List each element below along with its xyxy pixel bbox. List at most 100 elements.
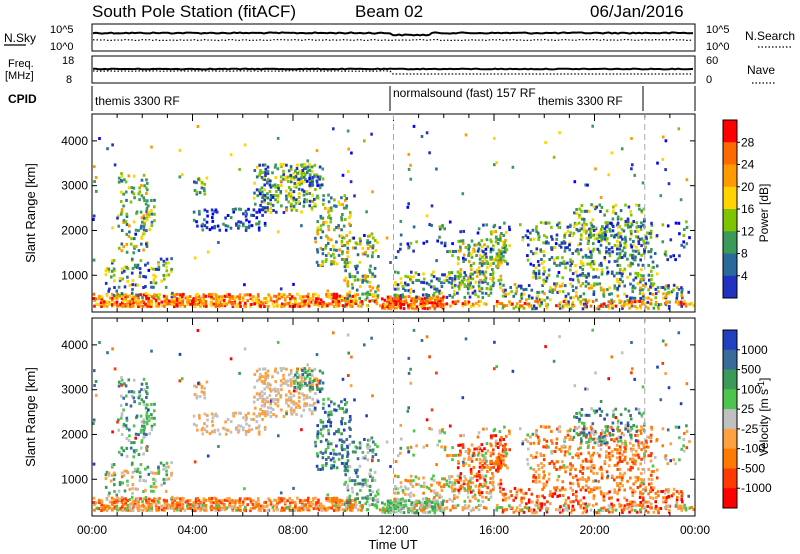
power-cell — [510, 290, 513, 294]
power-cell — [654, 292, 658, 296]
power-cell — [470, 239, 474, 243]
velocity-cell — [611, 474, 614, 478]
velocity-cell — [409, 491, 413, 495]
power-cell — [122, 218, 126, 222]
power-cell — [144, 275, 147, 279]
power-cell — [630, 245, 633, 249]
power-cell — [527, 302, 531, 306]
velocity-cell — [309, 504, 313, 508]
power-cell — [126, 275, 129, 279]
velocity-cell — [302, 393, 306, 397]
power-cell — [641, 302, 645, 306]
power-cell — [440, 281, 443, 285]
power-cell — [489, 263, 492, 267]
velocity-cell — [490, 444, 493, 448]
power-cell — [618, 298, 621, 302]
velocity-cell — [92, 496, 96, 500]
velocity-cell — [430, 505, 434, 509]
velocity-cell — [117, 384, 121, 388]
velocity-cell — [308, 387, 311, 391]
power-cell — [508, 300, 511, 304]
velocity-cell — [569, 511, 573, 515]
power-cell — [324, 259, 328, 263]
power-cell — [217, 304, 221, 308]
velocity-cell — [214, 497, 218, 501]
power-cell — [358, 237, 362, 241]
nsky-frame — [91, 23, 696, 52]
power-cell — [590, 223, 594, 227]
power-cell — [322, 202, 325, 206]
power-cell — [660, 286, 663, 289]
power-cell — [195, 181, 198, 185]
velocity-cell — [371, 503, 374, 506]
velocity-cell — [527, 509, 531, 513]
power-cell — [540, 258, 543, 261]
power-cell — [330, 260, 333, 264]
velocity-cell — [261, 417, 264, 421]
power-cell — [146, 181, 149, 185]
power-cell — [95, 189, 98, 193]
velocity-cell — [659, 507, 663, 510]
power-cell — [565, 302, 568, 306]
velocity-cell — [364, 480, 367, 484]
power-cell — [475, 274, 479, 278]
power-cell — [428, 295, 432, 299]
power-cell — [174, 293, 177, 297]
power-cell — [210, 300, 213, 304]
power-cell — [582, 227, 586, 231]
power-cell — [627, 225, 630, 229]
power-cell — [515, 302, 519, 306]
velocity-cell — [394, 497, 397, 501]
power-cell — [311, 199, 315, 203]
velocity-cell — [289, 398, 293, 402]
power-cell — [448, 294, 452, 297]
power-cell — [648, 292, 652, 296]
velocity-cell — [127, 438, 131, 442]
power-cell — [590, 286, 594, 290]
power-cell — [158, 293, 161, 296]
power-cell — [569, 268, 572, 272]
power-cell — [340, 218, 344, 222]
power-cell — [153, 212, 156, 216]
velocity-cell — [124, 499, 127, 503]
power-cell — [202, 297, 206, 301]
power-cell — [199, 300, 203, 304]
velocity-cell — [111, 500, 114, 504]
power-cell — [311, 178, 314, 182]
power-cell — [399, 302, 402, 306]
power-cell — [310, 165, 314, 169]
power-cell — [483, 278, 486, 282]
power-cell — [413, 297, 416, 300]
velocity-cell — [154, 471, 158, 475]
power-cell — [136, 302, 139, 306]
power-cell — [690, 301, 693, 305]
power-cell — [457, 276, 460, 280]
velocity-cell — [473, 474, 477, 478]
velocity-cell — [561, 460, 564, 464]
power-cell — [432, 285, 436, 289]
velocity-cell — [258, 377, 261, 381]
velocity-cell — [442, 485, 446, 488]
velocity-cell — [592, 487, 596, 491]
velocity-cell — [248, 424, 251, 428]
power-cell — [142, 220, 146, 224]
power-cell — [582, 229, 586, 233]
velocity-cell — [616, 448, 619, 452]
power-cell — [473, 249, 476, 253]
power-cell — [364, 298, 367, 302]
velocity-cell — [261, 394, 264, 398]
power-cell — [254, 202, 257, 206]
power-cell — [318, 183, 322, 187]
power-cell — [579, 300, 582, 304]
velocity-cell — [348, 501, 352, 505]
power-cell — [337, 200, 341, 204]
power-cell — [462, 229, 465, 233]
velocity-cell — [309, 385, 312, 389]
velocity-cell — [579, 506, 583, 510]
power-cell — [542, 241, 545, 245]
velocity-cell — [312, 507, 316, 511]
power-cell — [545, 276, 549, 280]
power-cell — [272, 209, 275, 212]
velocity-cell — [271, 407, 275, 411]
velocity-cell — [327, 418, 331, 422]
